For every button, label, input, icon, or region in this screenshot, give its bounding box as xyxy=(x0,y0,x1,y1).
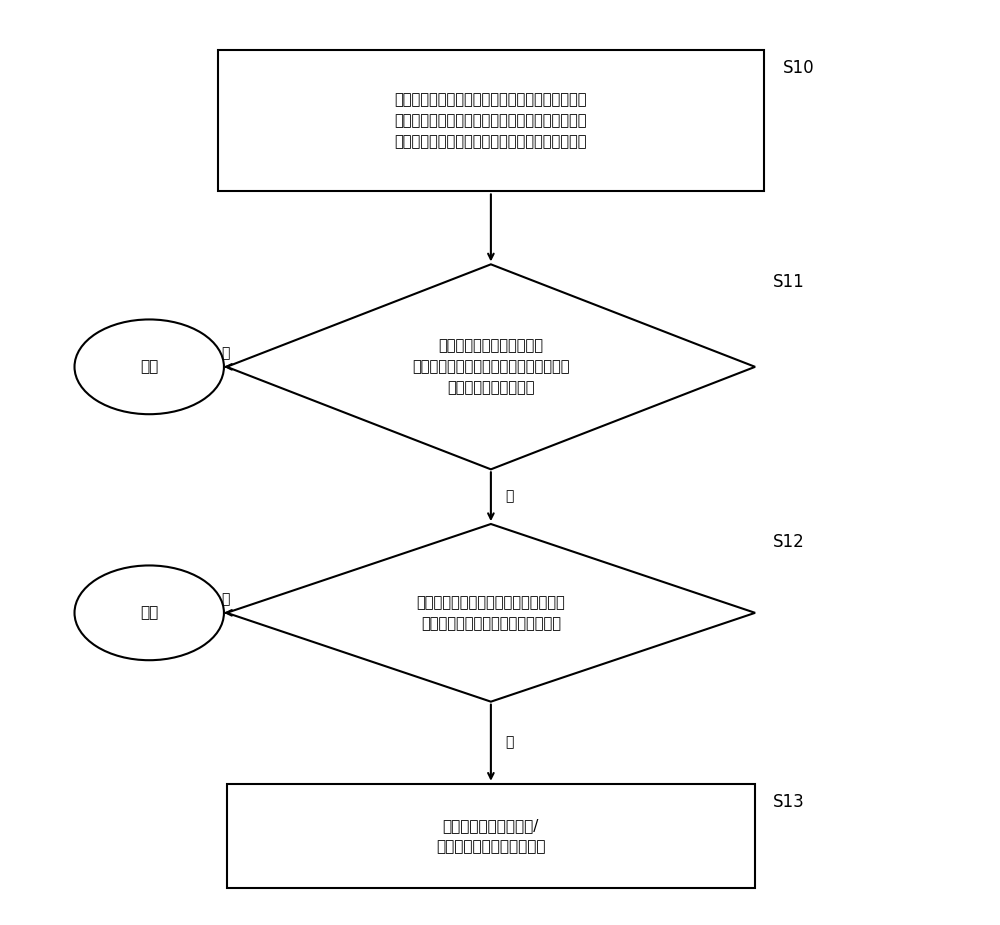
Text: S13: S13 xyxy=(773,793,805,811)
Text: 若基于智能钥匙发射的闭锁信号，完成闭锁操作和
关窗操作后，驱动天线发射第一无线信号，并接收
智能钥匙基于第一无线信号所发射的第二无线信号: 若基于智能钥匙发射的闭锁信号，完成闭锁操作和 关窗操作后，驱动天线发射第一无线信… xyxy=(395,92,587,149)
Polygon shape xyxy=(227,524,755,702)
Polygon shape xyxy=(227,265,755,469)
Text: 结束: 结束 xyxy=(140,359,158,375)
Ellipse shape xyxy=(75,565,224,660)
Text: 是: 是 xyxy=(505,735,513,749)
Text: 控制器根据第二无线信号确定发射第二
无线信号的智能钥匙是否位于车辆内: 控制器根据第二无线信号确定发射第二 无线信号的智能钥匙是否位于车辆内 xyxy=(417,595,565,631)
Text: 否: 否 xyxy=(221,592,229,606)
Text: 控制器根据第二无线信号确
定发射第二无线信号的智能钥匙是否为发
射闭锁信号的智能钥匙: 控制器根据第二无线信号确 定发射第二无线信号的智能钥匙是否为发 射闭锁信号的智能… xyxy=(412,339,570,395)
Bar xyxy=(227,783,755,888)
Text: S12: S12 xyxy=(773,533,805,551)
Text: S11: S11 xyxy=(773,274,805,291)
Text: 是: 是 xyxy=(505,489,513,504)
Text: 否: 否 xyxy=(221,346,229,360)
Text: 控制器控制车门解锁和/
或控制车窗下降预设的高度: 控制器控制车门解锁和/ 或控制车窗下降预设的高度 xyxy=(436,818,546,854)
Text: 结束: 结束 xyxy=(140,605,158,621)
Bar xyxy=(218,50,764,191)
Ellipse shape xyxy=(75,319,224,414)
Text: S10: S10 xyxy=(782,59,814,78)
